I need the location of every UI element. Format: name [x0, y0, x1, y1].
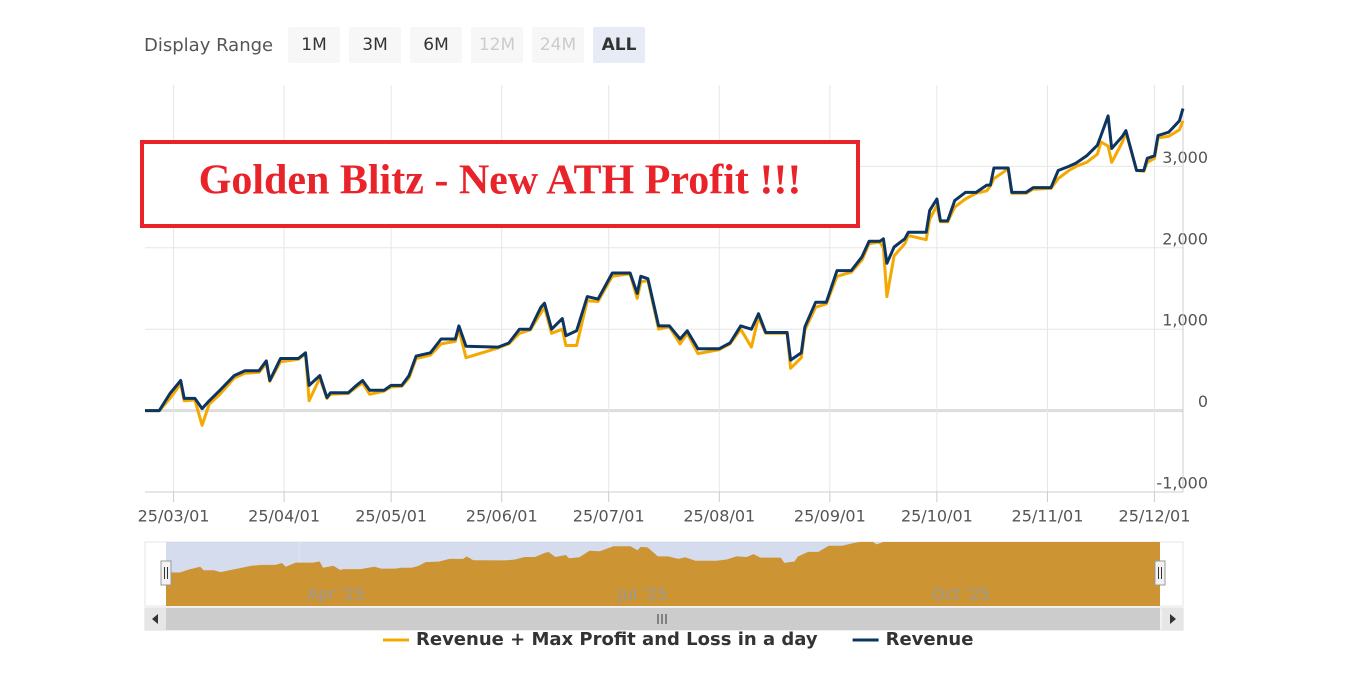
button-bg — [349, 27, 401, 63]
x-tick-label: 25/09/01 — [794, 507, 866, 526]
button-label: 12M — [479, 35, 515, 55]
x-tick-label: 25/05/01 — [355, 507, 427, 526]
x-tick-label: 25/11/01 — [1012, 507, 1084, 526]
x-tick-label: 25/12/01 — [1119, 507, 1191, 526]
range-button: 12M — [471, 27, 523, 63]
range-button[interactable]: 6M — [410, 27, 462, 63]
x-tick-label: 25/04/01 — [248, 507, 320, 526]
range-button[interactable]: 3M — [349, 27, 401, 63]
annotation-box — [140, 140, 860, 228]
button-bg — [471, 27, 523, 63]
scrollbar-grip — [657, 614, 667, 624]
arrow-left — [152, 614, 158, 624]
navigator-area — [166, 542, 1160, 606]
legend-label: Revenue — [886, 629, 974, 650]
range-buttons: 1M 3M 6M 12M 24M ALL — [288, 27, 645, 63]
button-label: 6M — [423, 35, 448, 55]
x-tick-label: 25/10/01 — [901, 507, 973, 526]
legend-item[interactable]: Revenue + Max Profit and Loss in a day — [383, 629, 818, 650]
button-label: ALL — [602, 35, 637, 55]
button-label: 1M — [301, 35, 326, 55]
y-tick-label: 2,000 — [1162, 229, 1208, 248]
navigator-handle[interactable] — [1154, 560, 1166, 586]
annotation: Golden Blitz - New ATH Profit !!! — [199, 158, 802, 204]
navigator-label: Oct '25 — [932, 585, 990, 604]
y-tick-label: 0 — [1198, 392, 1208, 411]
series-line — [145, 108, 1185, 413]
range-label: Display Range — [144, 35, 273, 56]
legend: Revenue + Max Profit and Loss in a day Re… — [383, 629, 973, 650]
handle-grip — [1158, 567, 1162, 579]
y-tick-label: -1,000 — [1156, 474, 1208, 493]
button-bg — [532, 27, 584, 63]
plot — [145, 108, 1185, 427]
navigator-label: Jul '25 — [617, 585, 667, 604]
navigator-handle[interactable] — [160, 560, 172, 586]
scrollbar-thumb[interactable] — [166, 608, 1160, 630]
legend-label: Revenue + Max Profit and Loss in a day — [416, 629, 818, 650]
navigator: Apr '25 Jul '25 Oct '25 — [144, 541, 1184, 631]
range-button[interactable]: ALL — [593, 27, 645, 63]
x-tick-label: 25/06/01 — [466, 507, 538, 526]
navigator-label: Apr '25 — [307, 585, 365, 604]
button-bg — [288, 27, 340, 63]
y-tick-label: 1,000 — [1162, 311, 1208, 330]
button-label: 24M — [540, 35, 576, 55]
legend-item[interactable]: Revenue — [852, 629, 974, 650]
button-bg — [410, 27, 462, 63]
arrow-right — [1170, 614, 1176, 624]
range-button: 24M — [532, 27, 584, 63]
button-label: 3M — [362, 35, 387, 55]
range-button[interactable]: 1M — [288, 27, 340, 63]
x-tick-label: 25/03/01 — [138, 507, 210, 526]
x-tick-label: 25/07/01 — [573, 507, 645, 526]
handle-grip — [164, 567, 168, 579]
x-tick-label: 25/08/01 — [683, 507, 755, 526]
y-tick-label: 3,000 — [1162, 148, 1208, 167]
button-bg — [593, 27, 645, 63]
